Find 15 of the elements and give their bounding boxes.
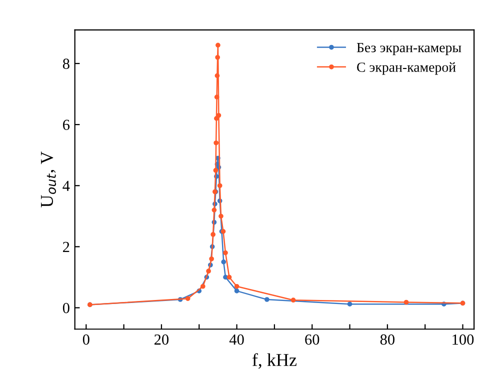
x-axis-title: f, kHz bbox=[252, 353, 297, 369]
x-tick-label: 20 bbox=[154, 334, 169, 345]
y-axis-title: U$_{out}$, V bbox=[41, 152, 56, 208]
legend-label: С экран-камерой bbox=[357, 62, 456, 75]
x-tick-label: 80 bbox=[380, 334, 394, 345]
legend-label: Без экран-камеры bbox=[356, 43, 462, 56]
y-tick-label: 2 bbox=[63, 242, 70, 252]
x-tick-label: 40 bbox=[229, 334, 244, 345]
x-tick-label: 60 bbox=[305, 334, 320, 345]
y-tick-label: 6 bbox=[63, 120, 70, 130]
y-tick-label: 0 bbox=[62, 302, 70, 314]
x-tick-label: 0 bbox=[82, 334, 90, 345]
y-tick-label: 8 bbox=[62, 58, 70, 69]
x-tick-label: 100 bbox=[452, 334, 474, 345]
y-tick-label: 4 bbox=[62, 180, 70, 191]
